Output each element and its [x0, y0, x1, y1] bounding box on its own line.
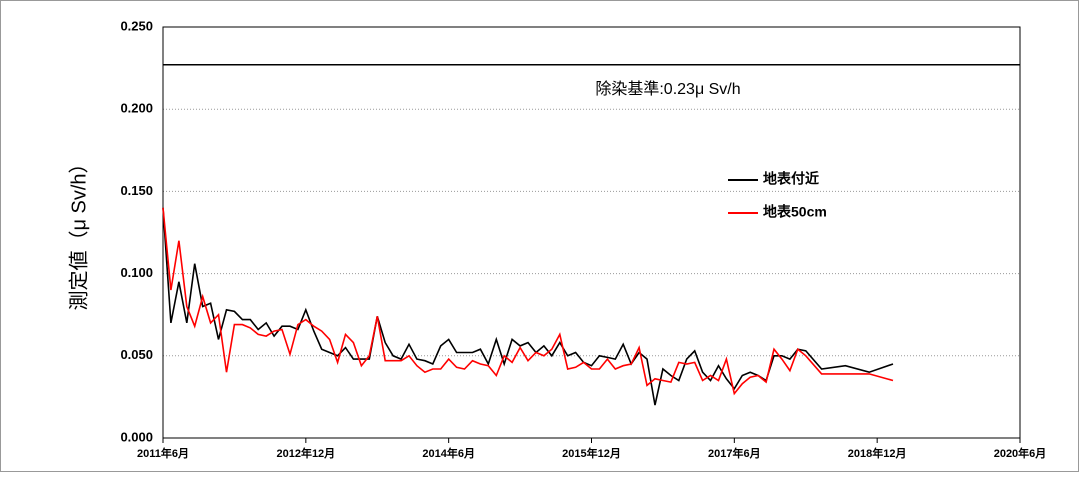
x-tick-label: 2018年12月: [848, 446, 907, 460]
x-tick-label: 2015年12月: [562, 446, 621, 460]
y-axis-label: 測定値（μ Sv/h）: [67, 153, 90, 310]
x-tick-label: 2017年6月: [708, 446, 761, 460]
y-tick-label: 0.250: [120, 18, 153, 33]
x-tick-label: 2014年6月: [422, 446, 475, 460]
x-tick-label: 2020年6月: [994, 446, 1047, 460]
y-tick-label: 0.050: [120, 347, 153, 362]
series-line: [162, 207, 894, 406]
y-tick-label: 0.100: [120, 265, 153, 280]
series-line: [162, 207, 894, 396]
plot-area: [162, 26, 1021, 439]
y-tick-label: 0.200: [120, 101, 153, 116]
y-tick-label: 0.000: [120, 429, 153, 444]
x-tick-label: 2012年12月: [276, 446, 335, 460]
legend-label: 地表50cm: [763, 204, 827, 220]
x-tick-label: 2011年6月: [137, 446, 189, 460]
reference-label: 除染基準:0.23μ Sv/h: [595, 80, 740, 98]
legend-label: 地表付近: [763, 171, 819, 187]
y-tick-label: 0.150: [120, 183, 153, 198]
